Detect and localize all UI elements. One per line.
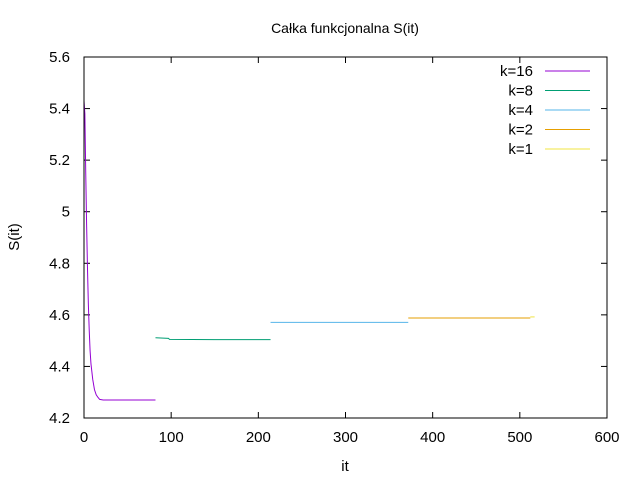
- legend-label: k=2: [508, 122, 533, 139]
- y-tick-label: 5.4: [49, 101, 70, 118]
- y-tick-label: 4.4: [49, 358, 70, 375]
- x-tick-label: 100: [159, 429, 184, 446]
- axis-ticks: 0 100 200 300 400 500 600 4.2 4.4 4.6 4.8 5 5.2 5.4 5.…: [49, 49, 619, 446]
- y-tick-label: 4.8: [49, 255, 70, 272]
- y-tick-label: 4.2: [49, 410, 70, 427]
- legend-label: k=4: [508, 102, 533, 119]
- x-tick-label: 600: [594, 429, 619, 446]
- series-line-k=16: [83, 100, 156, 401]
- y-axis-label: S(it): [6, 223, 23, 251]
- x-tick-label: 400: [420, 429, 445, 446]
- y-tick-label: 5: [62, 204, 70, 221]
- plot-lines: [83, 100, 535, 401]
- y-tick-label: 5.6: [49, 49, 70, 66]
- chart-title: Całka funkcjonalna S(it): [271, 20, 419, 36]
- legend: k=16 k=8 k=4 k=2 k=1: [500, 63, 590, 158]
- y-tick-label: 5.2: [49, 152, 70, 169]
- legend-label: k=1: [508, 141, 533, 158]
- plot-frame: [83, 56, 608, 419]
- series-line-k=8: [155, 337, 271, 341]
- x-tick-label: 300: [333, 429, 358, 446]
- x-tick-label: 500: [507, 429, 532, 446]
- y-tick-label: 4.6: [49, 307, 70, 324]
- x-axis-label: it: [341, 458, 349, 475]
- legend-label: k=8: [508, 83, 533, 100]
- x-tick-label: 200: [246, 429, 271, 446]
- x-tick-label: 0: [80, 429, 88, 446]
- legend-label: k=16: [500, 63, 533, 80]
